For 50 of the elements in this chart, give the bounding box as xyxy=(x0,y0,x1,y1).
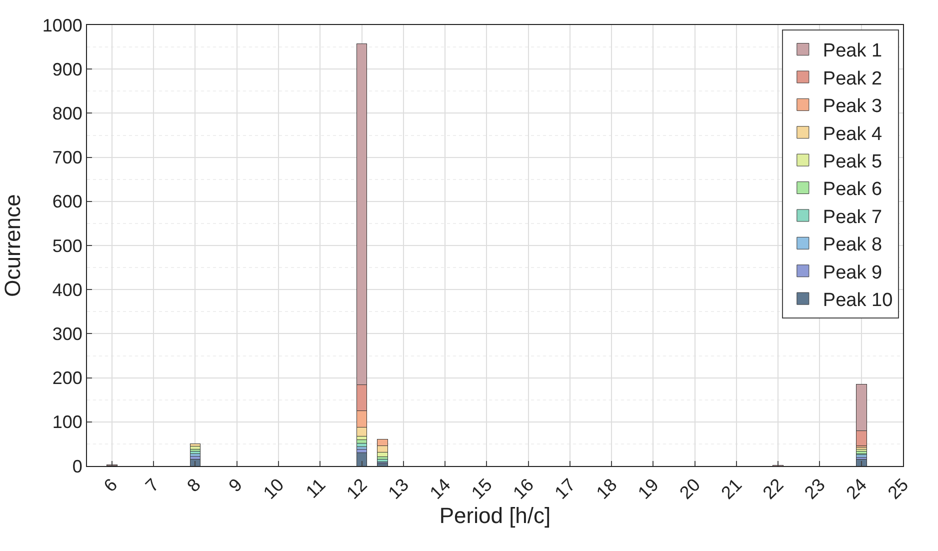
x-tick-label: 14 xyxy=(426,474,454,503)
legend-label: Peak 5 xyxy=(822,151,882,172)
y-tick-label: 700 xyxy=(52,148,82,168)
x-tick-label: 20 xyxy=(676,474,704,503)
x-tick-label: 15 xyxy=(468,474,496,503)
legend-label: Peak 3 xyxy=(822,96,882,118)
legend-label: Peak 2 xyxy=(822,68,882,90)
legend-label: Peak 1 xyxy=(822,40,882,62)
x-tick-label: 8 xyxy=(183,474,204,496)
bar xyxy=(190,448,201,452)
x-tick-label: 19 xyxy=(634,474,662,503)
x-tick-label: 12 xyxy=(342,474,371,503)
x-tick-label: 9 xyxy=(224,474,246,496)
y-tick-label: 100 xyxy=(52,412,82,432)
x-tick-label: 22 xyxy=(758,474,788,503)
y-tick-label: 500 xyxy=(52,236,82,256)
y-tick-label: 600 xyxy=(52,192,82,212)
bar xyxy=(856,448,867,452)
legend-label: Peak 6 xyxy=(822,179,882,200)
legend-label: Peak 8 xyxy=(822,234,882,256)
x-tick-label: 7 xyxy=(142,474,163,496)
legend-label: Peak 7 xyxy=(822,206,882,228)
bar xyxy=(190,443,201,446)
x-tick-label: 25 xyxy=(884,474,912,503)
x-tick-label: 24 xyxy=(842,474,871,503)
y-tick-label: 0 xyxy=(72,456,82,476)
legend-label: Peak 10 xyxy=(822,290,893,311)
x-tick-label: 17 xyxy=(550,474,580,503)
y-tick-label: 800 xyxy=(52,104,82,124)
x-tick-label: 6 xyxy=(100,474,122,496)
x-tick-label: 16 xyxy=(509,474,538,503)
bar xyxy=(356,442,368,447)
y-tick-label: 1000 xyxy=(42,15,82,36)
x-tick-label: 13 xyxy=(384,474,413,503)
x-axis-title: Period [h/c] xyxy=(439,502,551,528)
y-tick-label: 300 xyxy=(52,324,82,344)
x-tick-label: 23 xyxy=(800,474,829,503)
legend-label: Peak 4 xyxy=(822,124,883,145)
legend-label: Peak 9 xyxy=(822,262,882,284)
bar xyxy=(356,452,368,466)
y-tick-label: 200 xyxy=(52,368,82,388)
x-tick-label: 10 xyxy=(259,474,288,503)
y-axis-title: Ocurrence xyxy=(0,194,26,297)
x-tick-label: 18 xyxy=(592,474,621,503)
bar xyxy=(190,459,201,466)
x-tick-label: 11 xyxy=(302,474,330,502)
y-tick-label: 400 xyxy=(52,280,82,300)
bar xyxy=(356,439,368,444)
x-tick-label: 21 xyxy=(717,474,746,503)
y-tick-label: 900 xyxy=(52,59,82,80)
